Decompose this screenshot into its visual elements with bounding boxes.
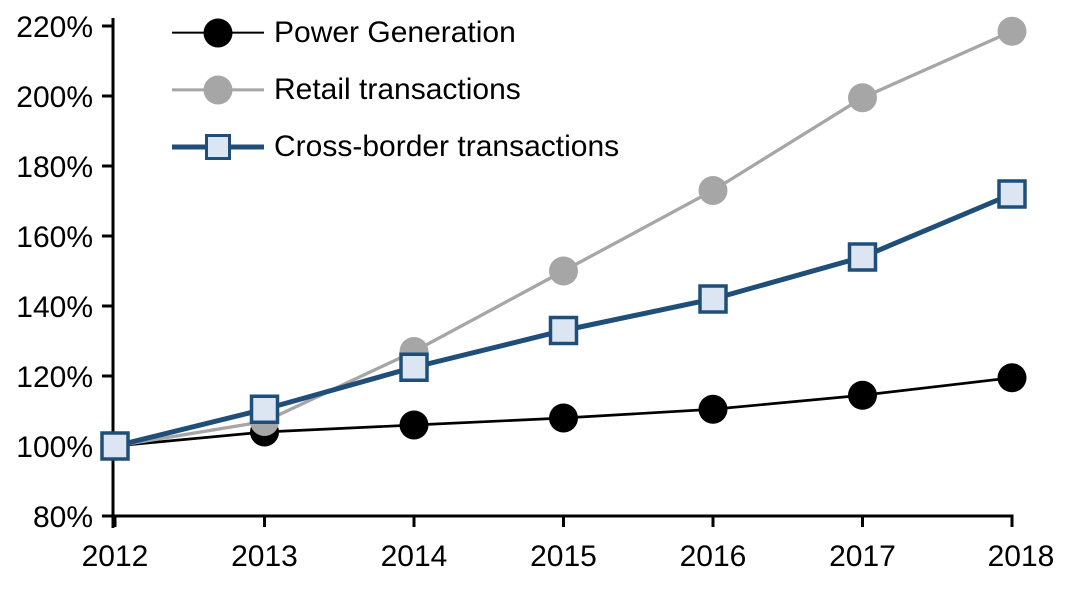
circle-marker-icon [203,18,233,47]
circle-marker-icon [203,75,233,104]
data-point-cross-border-transactions-2015 [548,315,579,346]
x-axis-tick-label: 2013 [231,540,298,573]
legend-sample-retail-transactions [172,74,264,106]
y-axis-tick-label: 80% [33,501,93,534]
data-point-cross-border-transactions-2017 [847,242,878,272]
x-axis-tick-label: 2012 [82,540,149,573]
data-point-cross-border-transactions-2016 [698,284,728,314]
data-point-power-generation-2015 [549,403,578,433]
y-axis-tick-label: 220% [16,11,93,44]
x-axis-tick-label: 2014 [381,540,448,573]
data-point-power-generation-2018 [997,363,1027,393]
x-axis-tick-label: 2016 [680,540,747,573]
data-point-power-generation-2017 [848,380,877,410]
y-axis-tick-label: 140% [16,291,93,324]
data-point-retail-transactions-2017 [848,83,877,113]
legend-label-cross-border-transactions: Cross-border transactions [274,129,620,163]
legend-sample-power-generation [172,17,264,49]
legend-item-power-generation: Power Generation [172,4,619,61]
data-point-cross-border-transactions-2018 [997,179,1027,209]
y-axis-tick-label: 100% [16,431,93,464]
legend-label-retail-transactions: Retail transactions [274,72,521,106]
data-point-cross-border-transactions-2012 [100,431,130,461]
legend-item-cross-border-transactions: Cross-border transactions [172,118,619,175]
y-axis-tick-label: 200% [16,81,93,114]
data-point-power-generation-2016 [698,394,728,424]
x-axis-tick-label: 2015 [530,540,597,573]
x-axis-tick-label: 2017 [829,540,896,573]
legend: Power Generation Retail transactions Cro… [172,4,619,175]
legend-item-retail-transactions: Retail transactions [172,61,619,118]
y-axis-tick-label: 160% [16,221,93,254]
legend-label-power-generation: Power Generation [274,15,516,49]
data-point-power-generation-2014 [399,410,429,440]
square-marker-icon [205,133,231,160]
legend-sample-cross-border-transactions [172,131,264,163]
y-axis-tick-label: 180% [16,151,93,184]
data-point-retail-transactions-2018 [997,16,1027,46]
data-point-cross-border-transactions-2013 [249,394,280,424]
y-axis-tick-label: 120% [16,361,93,394]
data-point-cross-border-transactions-2014 [399,352,429,382]
data-point-retail-transactions-2015 [549,256,578,286]
x-axis-tick-label: 2018 [988,540,1055,573]
data-point-retail-transactions-2016 [698,176,728,205]
